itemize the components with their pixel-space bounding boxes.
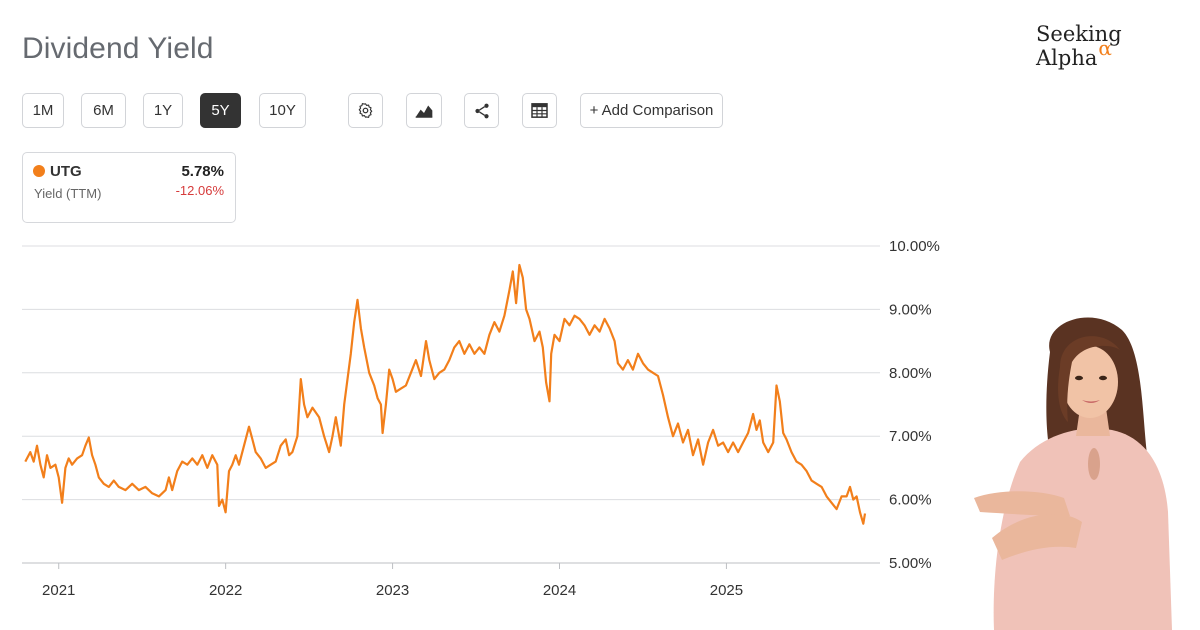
settings-button[interactable] <box>348 93 383 128</box>
eye-right <box>1099 375 1107 381</box>
share-button[interactable] <box>464 93 499 128</box>
add-comparison-button[interactable]: + Add Comparison <box>580 93 723 128</box>
collar-keyhole <box>1088 448 1100 480</box>
chart-type-icon <box>415 105 433 118</box>
x-tick-label: 2025 <box>710 582 743 599</box>
y-tick-label: 9.00% <box>889 301 932 318</box>
eye-left <box>1075 375 1083 381</box>
presenter-illustration <box>974 317 1172 630</box>
brand-alpha-symbol: α <box>1098 36 1112 60</box>
range-6m-button[interactable]: 6M <box>81 93 126 128</box>
y-axis-labels: 10.00% 9.00% 8.00% 7.00% 6.00% 5.00% <box>889 238 940 572</box>
legend-change: -12.06% <box>175 183 224 198</box>
range-10y-button[interactable]: 10Y <box>259 93 306 128</box>
yield-chart: 2021 2022 2023 2024 2025 10.00% 9.00% 8.00% 7.0… <box>22 238 940 599</box>
y-tick-label: 6.00% <box>889 492 932 509</box>
range-1m-button[interactable]: 1M <box>22 93 64 128</box>
legend-box: UTG 5.78% Yield (TTM) -12.06% <box>22 152 236 223</box>
hair-front-shape <box>1058 336 1120 422</box>
table-button[interactable] <box>522 93 557 128</box>
chart-gridlines <box>22 245 880 564</box>
share-icon <box>474 103 489 118</box>
chart-type-button[interactable] <box>406 93 442 128</box>
x-tick-label: 2024 <box>543 582 576 599</box>
chart-toolbar: 1M 6M 1Y 5Y 10Y + Add Comparison <box>0 93 760 128</box>
brand-name: Seeking Alpha <box>1036 22 1122 70</box>
x-tick-label: 2023 <box>376 582 409 599</box>
pointing-arm <box>974 491 1070 516</box>
x-axis: 2021 2022 2023 2024 2025 <box>42 563 743 599</box>
legend-ticker: UTG <box>50 163 82 180</box>
table-icon <box>531 103 548 118</box>
face-shape <box>1062 346 1118 418</box>
legend-label: Yield (TTM) <box>34 186 102 201</box>
series-color-dot <box>33 165 45 177</box>
settings-icon <box>358 103 373 118</box>
y-tick-label: 7.00% <box>889 428 932 445</box>
series-line-utg <box>24 263 867 525</box>
range-5y-button[interactable]: 5Y <box>200 93 241 128</box>
x-tick-label: 2022 <box>209 582 242 599</box>
lower-arm <box>992 514 1082 560</box>
y-tick-label: 5.00% <box>889 555 932 572</box>
range-1y-button[interactable]: 1Y <box>143 93 183 128</box>
page-title: Dividend Yield <box>22 32 214 65</box>
legend-value: 5.78% <box>181 163 224 180</box>
lips <box>1082 400 1100 403</box>
y-tick-label: 10.00% <box>889 238 940 255</box>
y-tick-label: 8.00% <box>889 365 932 382</box>
brand-logo: Seeking Alphaα <box>1036 22 1200 70</box>
x-tick-label: 2021 <box>42 582 75 599</box>
dress-shape <box>993 428 1172 630</box>
